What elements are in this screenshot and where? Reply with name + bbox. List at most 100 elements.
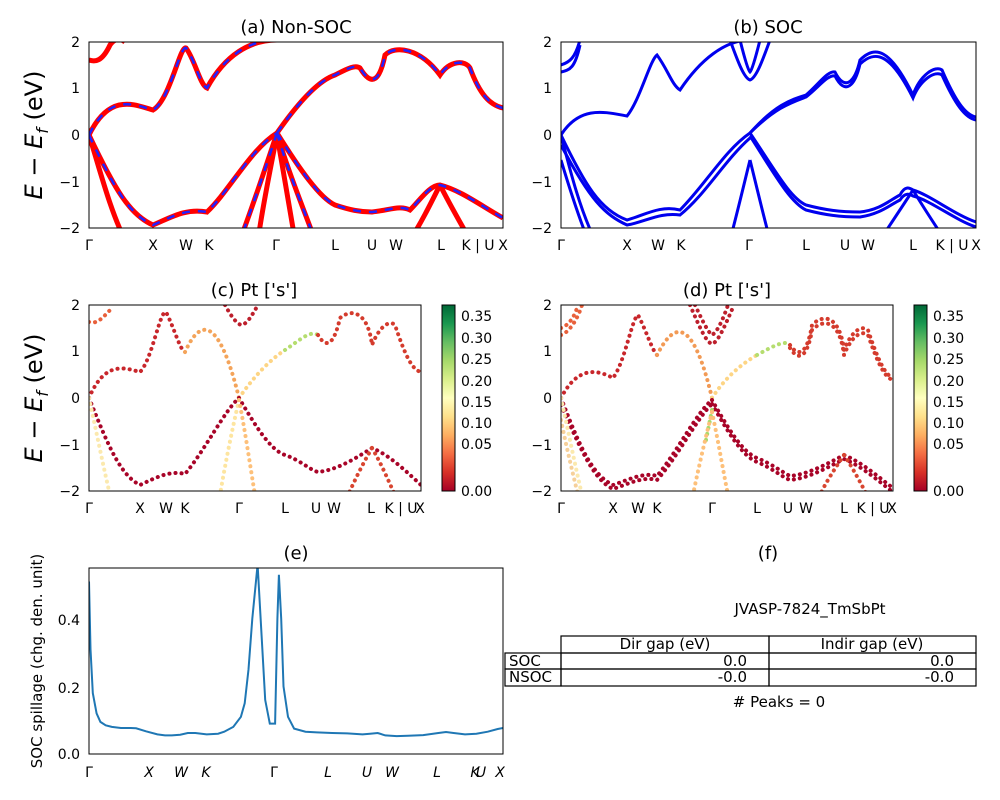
tick-b-x10: X — [971, 238, 981, 254]
tick-c-x7: W — [327, 501, 341, 517]
colorbar-d-t5: 0.10 — [933, 416, 964, 432]
band-c9 — [237, 398, 257, 491]
tick-b-x3: K — [676, 238, 686, 254]
tick-a-x2: W — [179, 238, 193, 254]
tick-b-x5: L — [802, 238, 810, 254]
panel-b-bands — [561, 42, 976, 228]
tick-c-x1: X — [135, 501, 145, 517]
colorbar-c: 0.35 0.30 0.25 0.20 0.15 0.05 0.10 0.00 — [441, 304, 492, 500]
tick-c-x4: Γ — [235, 501, 243, 517]
tick-a-y2: 0 — [71, 128, 80, 144]
band-d10 — [710, 402, 893, 491]
band-c12 — [370, 446, 396, 491]
tick-a-y0: 2 — [71, 35, 80, 51]
colorbar-d: 0.35 0.30 0.25 0.20 0.15 0.10 0.05 0.00 — [913, 304, 964, 500]
tick-a-y4: −2 — [59, 221, 80, 237]
table-val-soc-dir: 0.0 — [723, 652, 747, 670]
tick-e-y1: 0.2 — [58, 681, 80, 697]
panel-a-xticks: Γ X W K Γ L U W L K | U X — [85, 238, 508, 254]
tick-e-x0: Γ — [85, 765, 93, 781]
gap-table — [504, 635, 977, 687]
band-d2 — [655, 330, 714, 400]
band-b16 — [738, 42, 762, 75]
band-d7 — [561, 396, 714, 488]
tick-c-x10: X — [415, 501, 425, 517]
band-a10 — [89, 134, 123, 228]
band-d6 — [788, 321, 893, 382]
band-a8 — [257, 134, 280, 228]
band-c7 — [237, 396, 421, 487]
band-b3 — [748, 54, 976, 135]
panel-c-xticks: Γ X W K Γ L U W L K | U X — [85, 501, 425, 517]
tick-d-x4: Γ — [708, 501, 716, 517]
tick-a-y1: 1 — [71, 81, 80, 97]
panel-f: (f) JVASP-7824_TmSbPt Dir gap (eV) Indir… — [504, 543, 977, 711]
tick-e-x10: U — [476, 765, 486, 781]
tick-b-y1: 1 — [543, 81, 552, 97]
colorbar-c-t1: 0.30 — [461, 331, 492, 347]
band-b17 — [729, 42, 771, 82]
band-a9 — [274, 134, 296, 228]
band-a12 — [437, 183, 467, 228]
band-d9 — [710, 398, 893, 490]
material-id: JVASP-7824_TmSbPt — [733, 600, 885, 619]
band-d20 — [693, 305, 730, 338]
tick-d-x3: K — [652, 501, 662, 517]
panel-b-frame — [560, 41, 977, 229]
panel-d: (d) Pt ['s'] 2 1 — [531, 280, 964, 517]
band-c14 — [223, 305, 260, 328]
colorbar-d-t2: 0.25 — [933, 352, 964, 368]
tick-d-y2: 0 — [543, 391, 552, 407]
tick-a-x4: Γ — [272, 238, 280, 254]
tick-d-x5: L — [753, 501, 761, 517]
table-val-nsoc-dir: -0.0 — [718, 668, 747, 686]
tick-a-x7: W — [389, 238, 403, 254]
band-c11 — [347, 446, 374, 491]
panel-e-title: (e) — [283, 543, 308, 564]
tick-b-y3: −1 — [531, 175, 552, 191]
panel-c-bands — [89, 305, 421, 491]
panel-e-ylabel: SOC spillage (chg. den. unit) — [28, 554, 46, 769]
table-val-nsoc-indir: -0.0 — [925, 668, 954, 686]
tick-e-x2: W — [174, 765, 189, 781]
tick-d-x7: W — [799, 501, 813, 517]
band-c3 — [237, 348, 287, 400]
band-c4 — [283, 331, 320, 352]
panel-b-title: (b) SOC — [733, 17, 802, 38]
tick-d-x6: U — [783, 501, 793, 517]
band-c10 — [89, 396, 112, 491]
band-b2 — [748, 50, 976, 134]
panel-a-title: (a) Non-SOC — [240, 17, 351, 38]
panel-a-bands — [89, 42, 503, 228]
tick-c-x2: W — [159, 501, 173, 517]
panel-d-frame — [560, 304, 894, 492]
tick-b-y2: 0 — [543, 128, 552, 144]
tick-e-x7: W — [385, 765, 400, 781]
band-d15 — [561, 418, 580, 491]
tick-b-x0: Γ — [557, 238, 565, 254]
tick-d-x9: K | U — [856, 501, 889, 517]
panel-c-title: (c) Pt ['s'] — [211, 280, 298, 301]
band-b1 — [561, 42, 744, 136]
tick-c-x6: U — [311, 501, 321, 517]
tick-e-y2: 0.0 — [58, 747, 80, 763]
band-a1 — [89, 42, 278, 137]
band-c8 — [218, 398, 241, 491]
band-c6 — [89, 396, 241, 488]
tick-a-x6: U — [367, 238, 377, 254]
tick-c-x0: Γ — [85, 501, 93, 517]
table-col-dir: Dir gap (eV) — [620, 635, 711, 653]
tick-b-x2: W — [651, 238, 665, 254]
tick-c-y4: −2 — [59, 484, 80, 500]
tick-d-x1: X — [608, 501, 618, 517]
panel-a-ylabel: E − Ef (eV) — [20, 71, 52, 200]
tick-e-y0: 0.4 — [58, 613, 80, 629]
band-b6 — [561, 131, 751, 222]
band-d21 — [688, 305, 736, 347]
band-a5 — [274, 131, 503, 221]
band-d12 — [691, 410, 714, 491]
table-label-nsoc: NSOC — [509, 668, 552, 686]
table-val-soc-indir: 0.0 — [930, 652, 954, 670]
colorbar-d-gradient — [913, 304, 928, 492]
tick-d-x0: Γ — [557, 501, 565, 517]
